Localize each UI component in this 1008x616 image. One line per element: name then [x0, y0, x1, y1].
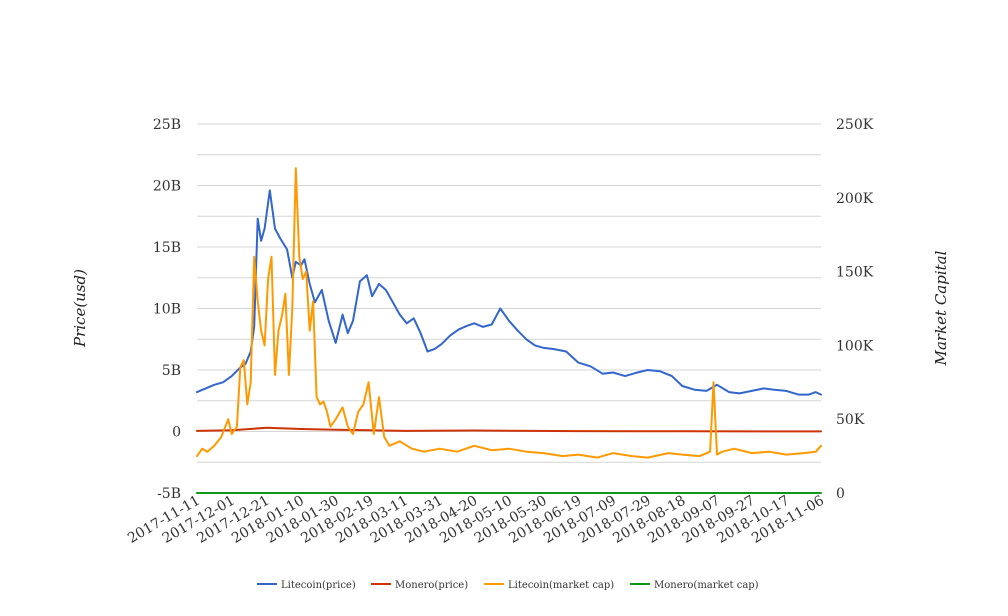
legend-label: Monero(price)	[395, 580, 468, 591]
y-right-tick-label: 0	[836, 486, 845, 502]
y-left-tick-label: 25B	[153, 117, 181, 133]
grid-lines	[197, 123, 821, 494]
y-axis-left-title: Price(usd)	[71, 269, 89, 348]
x-axis-ticks: 2017-11-112017-12-012017-12-212018-01-10…	[125, 493, 827, 547]
y-right-tick-label: 250K	[836, 117, 874, 133]
y-axis-right-title: Market Capital	[932, 250, 950, 366]
y-left-tick-label: 15B	[153, 240, 181, 256]
right-axis-ticks: 0 50K 100K 150K 200K 250K	[836, 117, 874, 502]
y-left-tick-label: 20B	[153, 179, 181, 195]
legend-label: Litecoin(market cap)	[508, 580, 614, 591]
y-right-tick-label: 50K	[836, 412, 865, 428]
y-right-tick-label: 200K	[836, 191, 874, 207]
series-layer	[196, 167, 822, 494]
y-left-tick-label: -5B	[157, 486, 181, 502]
legend-label: Litecoin(price)	[281, 580, 356, 591]
y-left-tick-label: 0	[172, 425, 181, 441]
series-line-litecoin-price	[196, 189, 822, 396]
series-line-monero-price	[196, 426, 822, 433]
y-left-tick-label: 5B	[162, 363, 181, 379]
y-left-tick-label: 10B	[153, 302, 181, 318]
y-right-tick-label: 150K	[836, 265, 874, 281]
series-line-litecoin-market-cap	[196, 167, 822, 459]
left-axis-ticks: -5B 0 5B 10B 15B 20B 25B	[153, 117, 181, 502]
legend: Litecoin(price) Monero(price) Litecoin(mar…	[257, 580, 759, 591]
legend-label: Monero(market cap)	[654, 580, 759, 591]
y-right-tick-label: 100K	[836, 338, 874, 354]
